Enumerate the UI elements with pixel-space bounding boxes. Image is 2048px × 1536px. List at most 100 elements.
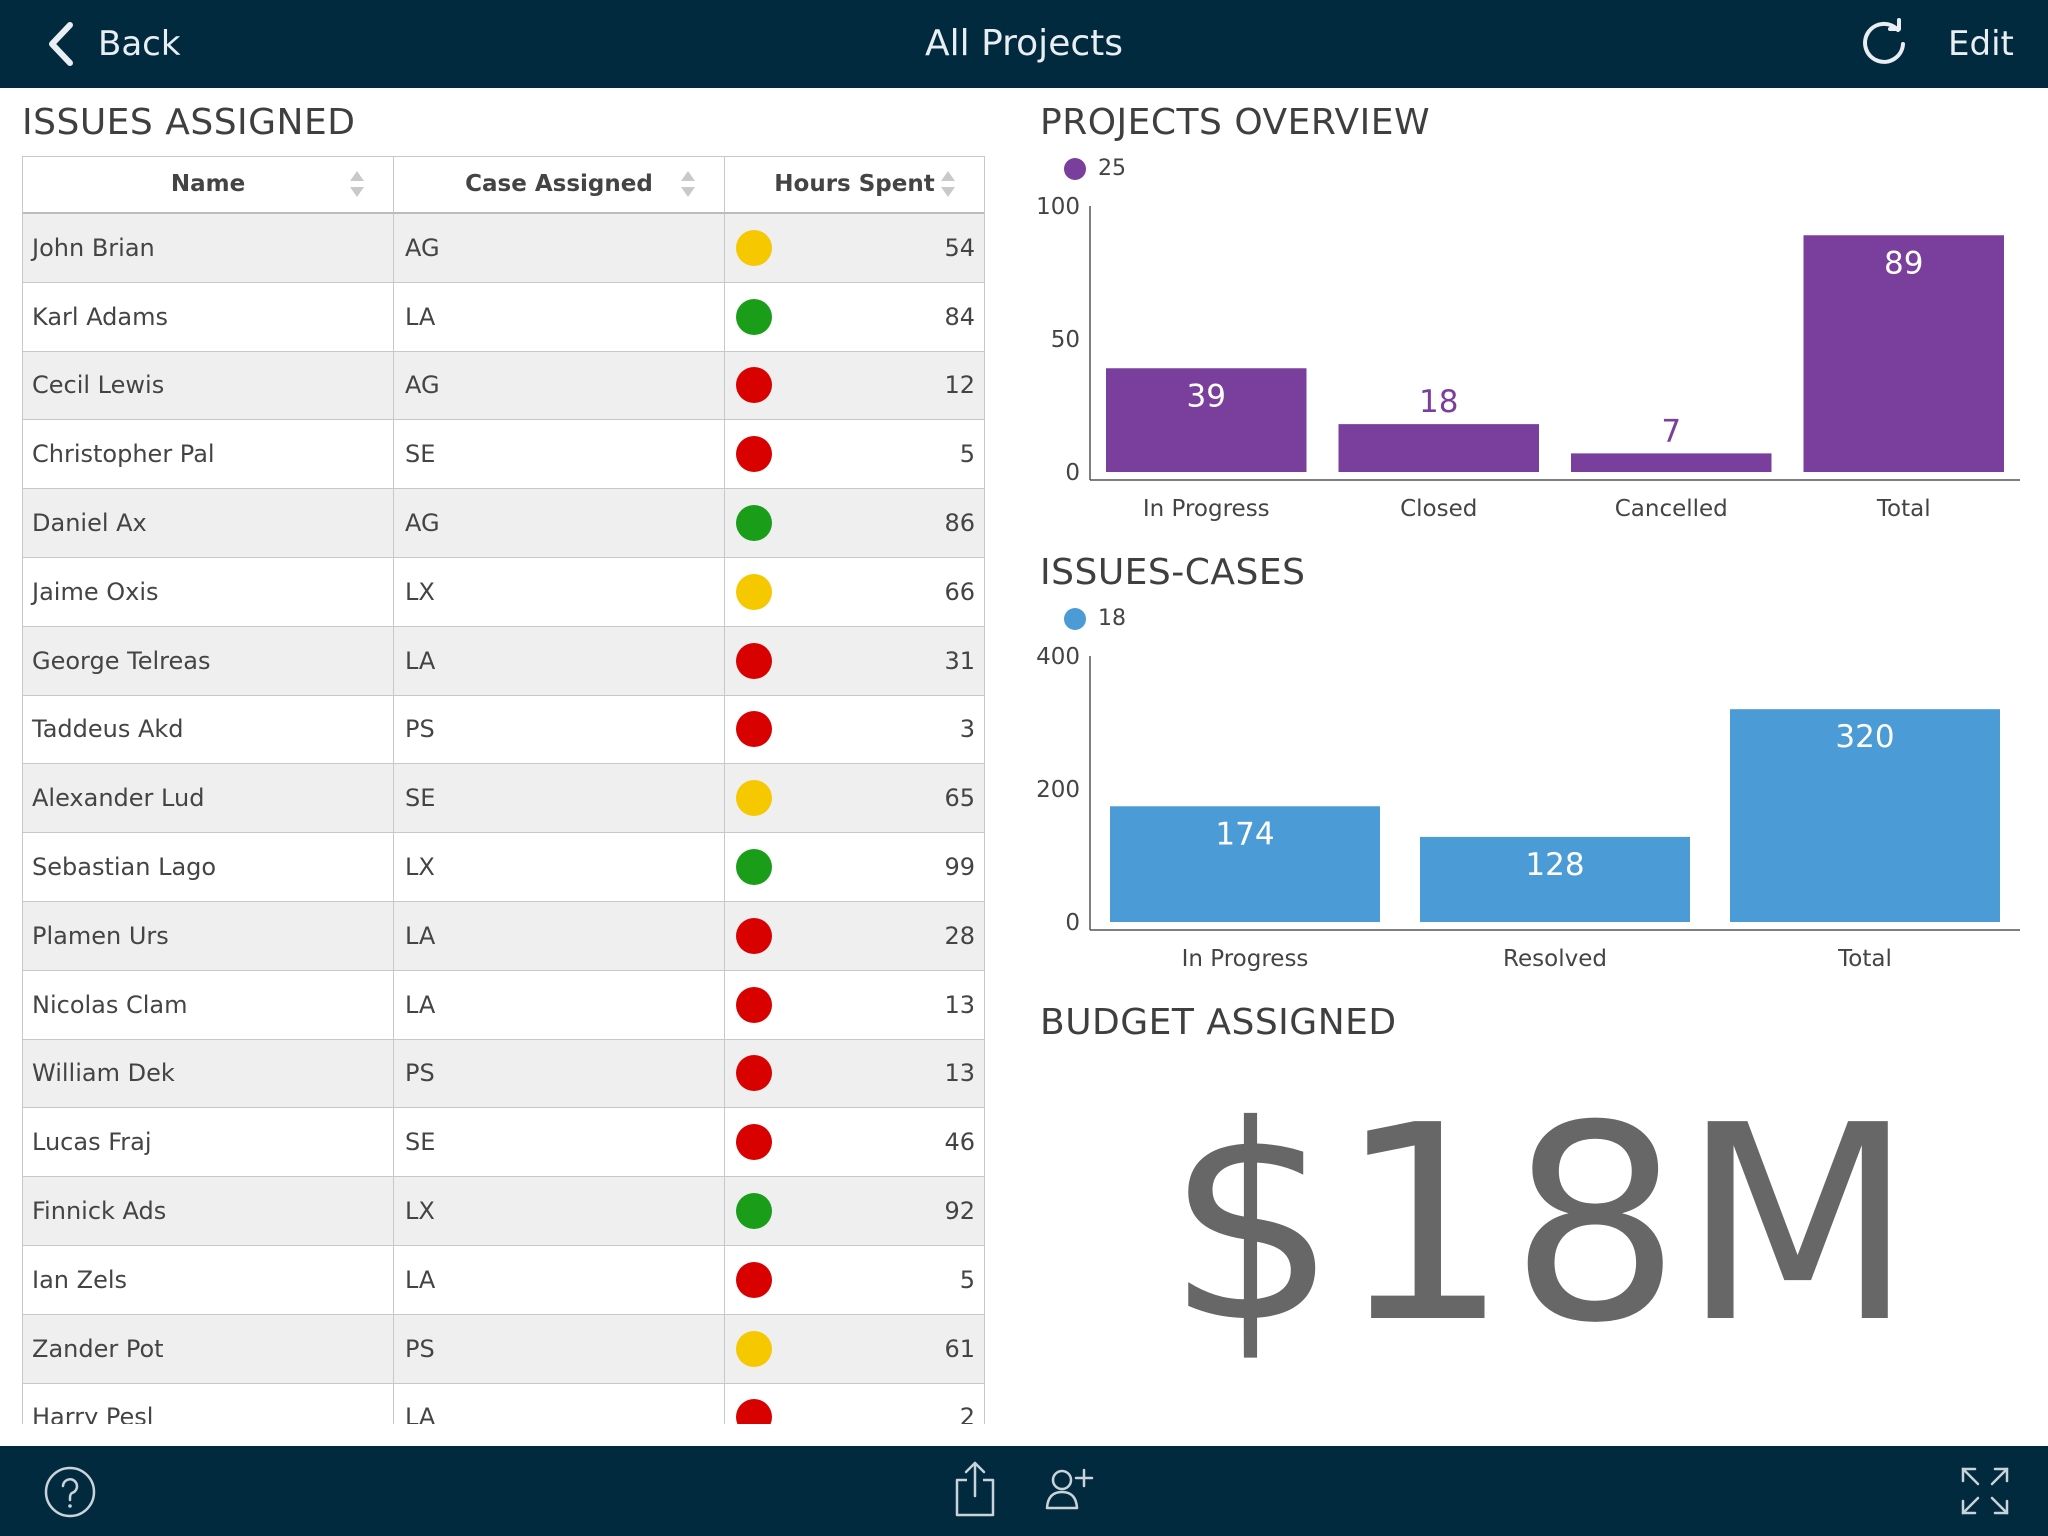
bar[interactable] bbox=[1420, 836, 1690, 922]
y-tick-label: 0 bbox=[1065, 910, 1080, 936]
cell-hours: 13 bbox=[725, 971, 984, 1039]
y-tick-label: 400 bbox=[1036, 644, 1080, 670]
cell-name: Lucas Fraj bbox=[23, 1108, 394, 1177]
cell-hours: 86 bbox=[725, 489, 984, 557]
sort-icon bbox=[941, 171, 955, 197]
budget-value: $18M bbox=[1165, 1067, 1915, 1382]
table-row[interactable]: Ian Zels LA 5 bbox=[23, 1245, 984, 1315]
cell-name: Jaime Oxis bbox=[23, 557, 394, 626]
column-header-label: Hours Spent bbox=[774, 171, 935, 197]
add-user-icon[interactable] bbox=[1044, 1466, 1094, 1512]
share-icon[interactable] bbox=[954, 1460, 996, 1518]
table-row[interactable]: Sebastian Lago LX 99 bbox=[23, 833, 984, 902]
column-header-case[interactable]: Case Assigned bbox=[394, 157, 725, 212]
table-row[interactable]: Zander Pot PS 61 bbox=[23, 1314, 984, 1384]
hours-value: 66 bbox=[944, 577, 975, 606]
expand-icon[interactable] bbox=[1960, 1466, 2010, 1516]
status-dot-icon bbox=[736, 849, 772, 886]
cell-name: Finnick Ads bbox=[23, 1177, 394, 1245]
bar[interactable] bbox=[1730, 709, 2000, 922]
hours-value: 61 bbox=[944, 1334, 975, 1363]
cell-name: Cecil Lewis bbox=[23, 351, 394, 420]
edit-button[interactable]: Edit bbox=[1948, 24, 2014, 64]
table-row[interactable]: Plamen Urs LA 28 bbox=[23, 901, 984, 971]
refresh-icon[interactable] bbox=[1858, 18, 1910, 70]
x-tick-label: In Progress bbox=[1143, 496, 1270, 522]
cell-name: Christopher Pal bbox=[23, 420, 394, 489]
cell-hours: 65 bbox=[725, 764, 984, 832]
cell-hours: 2 bbox=[725, 1384, 984, 1424]
back-label: Back bbox=[98, 24, 181, 64]
table-row[interactable]: Alexander Lud SE 65 bbox=[23, 764, 984, 834]
x-tick-label: In Progress bbox=[1182, 946, 1309, 972]
table-row[interactable]: Taddeus Akd PS 3 bbox=[23, 695, 984, 765]
table-row[interactable]: Karl Adams LA 84 bbox=[23, 282, 984, 352]
hours-value: 54 bbox=[944, 233, 975, 262]
table-row[interactable]: George Telreas LA 31 bbox=[23, 626, 984, 696]
hours-value: 46 bbox=[944, 1128, 975, 1157]
sort-icon bbox=[350, 171, 364, 197]
hours-value: 5 bbox=[959, 1265, 975, 1294]
status-dot-icon bbox=[736, 436, 772, 473]
column-header-label: Case Assigned bbox=[465, 171, 653, 197]
help-icon[interactable] bbox=[44, 1466, 96, 1518]
bar[interactable] bbox=[1571, 453, 1772, 472]
bar[interactable] bbox=[1338, 424, 1540, 472]
cell-hours: 5 bbox=[725, 420, 984, 488]
data-label: 18 bbox=[1419, 384, 1458, 420]
legend-label: 25 bbox=[1098, 156, 1126, 181]
table-row[interactable]: Nicolas Clam LA 13 bbox=[23, 970, 984, 1040]
back-button[interactable]: Back bbox=[44, 0, 181, 88]
table-row[interactable]: Finnick Ads LX 92 bbox=[23, 1177, 984, 1246]
status-dot-icon bbox=[736, 780, 772, 817]
bar[interactable] bbox=[1110, 806, 1380, 922]
cell-name: John Brian bbox=[23, 214, 394, 282]
top-bar: Back All Projects Edit bbox=[0, 0, 2048, 88]
x-tick-label: Total bbox=[1837, 946, 1892, 972]
table-row[interactable]: William Dek PS 13 bbox=[23, 1039, 984, 1109]
cell-hours: 99 bbox=[725, 833, 984, 901]
hours-value: 99 bbox=[944, 853, 975, 882]
data-label: 7 bbox=[1661, 413, 1681, 449]
status-dot-icon bbox=[736, 1055, 772, 1092]
cell-case: LX bbox=[394, 1177, 725, 1245]
cell-hours: 84 bbox=[725, 283, 984, 351]
x-tick-label: Resolved bbox=[1503, 946, 1607, 972]
projects-legend: 25 bbox=[1064, 156, 1126, 181]
cell-case: PS bbox=[394, 1039, 725, 1108]
cell-name: Daniel Ax bbox=[23, 489, 394, 557]
cell-hours: 3 bbox=[725, 696, 984, 764]
hours-value: 3 bbox=[959, 715, 975, 744]
table-row[interactable]: John Brian AG 54 bbox=[23, 214, 984, 283]
hours-value: 31 bbox=[944, 646, 975, 675]
bar[interactable] bbox=[1803, 235, 2005, 472]
cell-name: George Telreas bbox=[23, 626, 394, 695]
bottom-bar bbox=[0, 1446, 2048, 1536]
hours-value: 2 bbox=[959, 1403, 975, 1424]
hours-value: 13 bbox=[944, 990, 975, 1019]
cell-name: Karl Adams bbox=[23, 282, 394, 351]
cell-case: AG bbox=[394, 214, 725, 282]
cell-name: Harry Pesl bbox=[23, 1383, 394, 1424]
cell-case: SE bbox=[394, 420, 725, 489]
table-row[interactable]: Harry Pesl LA 2 bbox=[23, 1383, 984, 1424]
cell-case: LX bbox=[394, 557, 725, 626]
table-row[interactable]: Jaime Oxis LX 66 bbox=[23, 557, 984, 627]
cell-name: Sebastian Lago bbox=[23, 833, 394, 901]
column-header-name[interactable]: Name bbox=[23, 157, 394, 212]
column-header-hours[interactable]: Hours Spent bbox=[725, 157, 984, 212]
cell-case: PS bbox=[394, 695, 725, 764]
y-tick-label: 0 bbox=[1065, 460, 1080, 486]
table-row[interactable]: Christopher Pal SE 5 bbox=[23, 420, 984, 490]
cell-name: Taddeus Akd bbox=[23, 695, 394, 764]
status-dot-icon bbox=[736, 1399, 772, 1424]
table-body: John Brian AG 54 Karl Adams LA 84 Cecil Lewis A… bbox=[23, 214, 984, 1424]
data-label: 39 bbox=[1187, 378, 1226, 414]
table-row[interactable]: Lucas Fraj SE 46 bbox=[23, 1108, 984, 1178]
legend-dot bbox=[1064, 607, 1086, 630]
cell-hours: 46 bbox=[725, 1108, 984, 1176]
table-row[interactable]: Cecil Lewis AG 12 bbox=[23, 351, 984, 421]
table-row[interactable]: Daniel Ax AG 86 bbox=[23, 489, 984, 558]
bar[interactable] bbox=[1106, 368, 1307, 472]
status-dot-icon bbox=[736, 505, 772, 542]
